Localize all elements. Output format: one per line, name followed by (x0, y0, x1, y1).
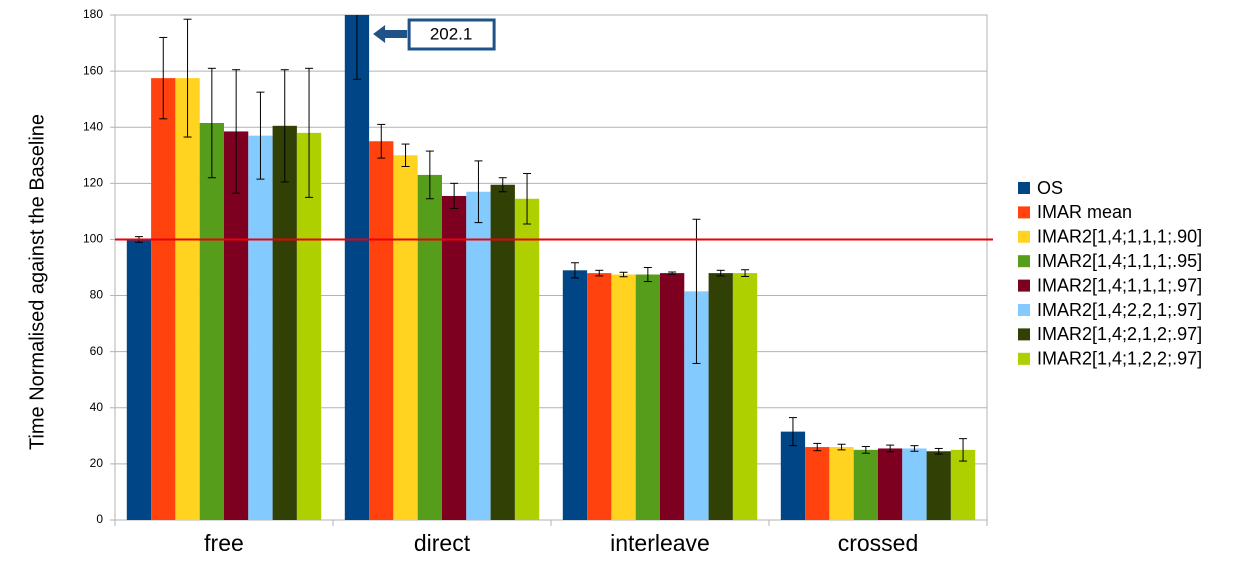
legend-label: IMAR mean (1037, 202, 1132, 222)
annotation-label: 202.1 (430, 24, 473, 43)
y-tick-label: 40 (90, 400, 104, 414)
bar (272, 125, 297, 520)
bar (514, 198, 540, 520)
bar (175, 78, 200, 520)
bar (442, 195, 467, 520)
legend-label: IMAR2[1,4;2,2,1;.97] (1037, 300, 1202, 320)
annotation-box (407, 18, 496, 51)
y-tick-label: 180 (83, 7, 103, 21)
bars (126, 15, 976, 520)
y-tick-label: 80 (90, 288, 104, 302)
legend-swatch (1018, 182, 1030, 194)
bar (199, 123, 224, 520)
legend-label: OS (1037, 178, 1063, 198)
bar (829, 447, 854, 520)
legend-label: IMAR2[1,4;1,2,2;.97] (1037, 349, 1202, 369)
bar (635, 274, 660, 520)
legend-label: IMAR2[1,4;1,1,1;.97] (1037, 275, 1202, 295)
bar (805, 447, 830, 520)
bar (369, 141, 394, 520)
legend-swatch (1018, 279, 1030, 292)
x-tick-label: interleave (610, 530, 710, 556)
bar (732, 273, 758, 520)
y-tick-label: 160 (83, 63, 103, 77)
bar (466, 191, 491, 520)
y-tick-label: 20 (90, 456, 104, 470)
y-tick-label: 100 (83, 232, 103, 246)
bar (417, 174, 442, 520)
legend-swatch (1018, 230, 1030, 243)
annotation-arrow (373, 25, 408, 43)
legend-swatch (1018, 328, 1030, 341)
legend-swatch (1018, 352, 1030, 365)
bar (151, 78, 176, 520)
bar (660, 273, 685, 520)
bar (780, 431, 806, 520)
legend-label: IMAR2[1,4;1,1,1;.95] (1037, 251, 1202, 271)
bar (562, 270, 588, 520)
bar (926, 451, 951, 520)
y-tick-label: 0 (96, 512, 103, 526)
y-tick-label: 60 (90, 344, 104, 358)
bar (344, 15, 370, 520)
legend-label: IMAR2[1,4;1,1,1;.90] (1037, 227, 1202, 247)
bar (490, 184, 515, 520)
bar (878, 448, 903, 520)
legend-label: IMAR2[1,4;2,1,2;.97] (1037, 324, 1202, 344)
x-tick-label: crossed (838, 530, 919, 556)
bar (393, 155, 418, 520)
y-tick-label: 140 (83, 119, 103, 133)
x-tick-label: free (204, 530, 244, 556)
bar (224, 131, 249, 520)
bar (902, 448, 927, 520)
y-axis-title: Time Normalised against the Baseline (26, 114, 48, 450)
bar (708, 273, 733, 520)
bar (248, 135, 273, 520)
bar (126, 239, 152, 520)
legend-swatch (1018, 304, 1030, 316)
y-tick-label: 120 (83, 176, 103, 190)
bar (611, 274, 636, 520)
bar (853, 449, 878, 520)
legend-swatch (1018, 255, 1030, 268)
bar (587, 273, 612, 520)
x-tick-label: direct (414, 530, 471, 556)
legend-swatch (1018, 206, 1030, 219)
